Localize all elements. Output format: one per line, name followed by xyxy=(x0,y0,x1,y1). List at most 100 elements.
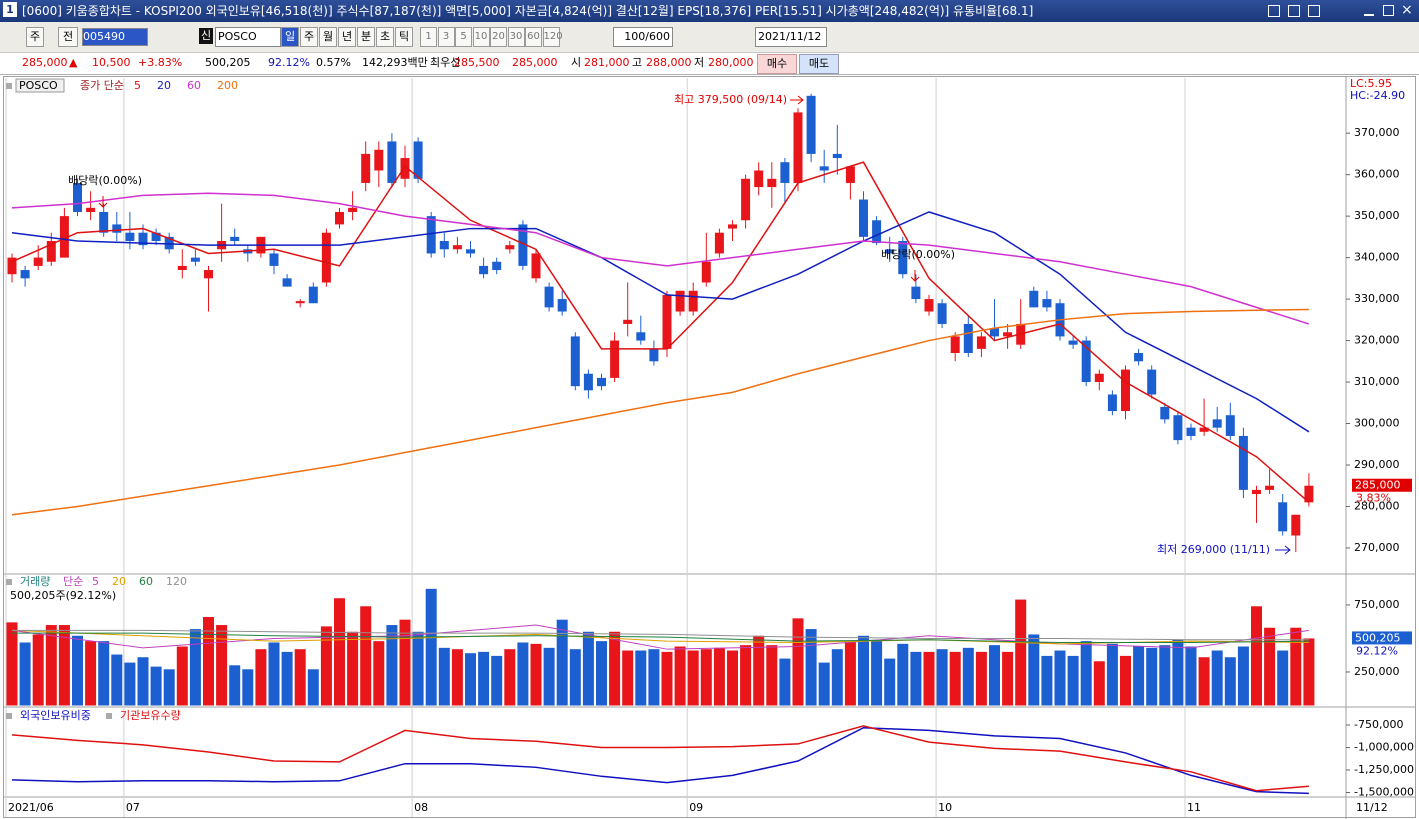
minimize[interactable] xyxy=(1364,14,1374,16)
candle-body xyxy=(754,170,764,188)
candle-body xyxy=(793,112,803,183)
x-tick-label: 08 xyxy=(414,801,428,814)
candle-body xyxy=(570,336,580,387)
volume-bar xyxy=(1172,639,1184,706)
chart: 2021/06 07 08 09 10 11 11/12 370,000 360,000 350,… xyxy=(3,76,1416,819)
y-tick-label: 270,000 xyxy=(1354,541,1400,554)
volume-bar xyxy=(989,645,1000,706)
candle-body xyxy=(976,336,986,349)
quote-change: 10,500 xyxy=(92,56,131,69)
icon[interactable] xyxy=(1268,5,1280,17)
quote-open-label: 시 xyxy=(571,56,582,69)
volume-bar xyxy=(1211,650,1223,706)
multiplier-button[interactable]: 10 xyxy=(472,27,490,47)
volume-bar xyxy=(163,669,175,706)
candle-body xyxy=(335,211,344,225)
volume-bar xyxy=(137,657,149,706)
candle-body xyxy=(767,178,777,188)
candle-body xyxy=(400,158,410,179)
volume-bar xyxy=(412,631,424,706)
candle-body xyxy=(1291,514,1301,536)
candle-body xyxy=(413,141,423,179)
multiplier-button[interactable]: 3 xyxy=(437,27,455,47)
ma-line xyxy=(12,629,1309,641)
quote-high-label: 고 xyxy=(632,56,643,69)
volume-bar xyxy=(1264,627,1276,706)
interval-button[interactable]: 초 xyxy=(376,27,394,47)
volume-bar xyxy=(451,649,463,706)
candle-body xyxy=(1029,290,1039,308)
volume-bar xyxy=(1133,646,1145,706)
quote-high: 288,000 xyxy=(646,56,692,69)
legend-entry: 5 xyxy=(134,79,141,92)
volume-bar xyxy=(805,629,817,706)
sell-button[interactable]: 매도 xyxy=(799,54,839,74)
candle-body xyxy=(426,216,436,254)
code-input[interactable]: 005490 xyxy=(82,28,148,46)
quote-open: 281,000 xyxy=(584,56,630,69)
close[interactable]: × xyxy=(1401,2,1413,18)
volume-bar xyxy=(1277,650,1289,706)
quote-bar: 285,000 ▲ 10,500 +3.83% 500,205 92.12% 0.57% 14… xyxy=(0,53,1419,75)
candle-body xyxy=(1134,352,1144,362)
volume-bar xyxy=(478,651,490,706)
candle-body xyxy=(1212,419,1222,428)
buy-button[interactable]: 매수 xyxy=(757,54,797,74)
candle-body xyxy=(845,166,855,183)
legend-entry: 20 xyxy=(157,79,171,92)
annotation: 최고 379,500 (09/14) xyxy=(674,93,787,106)
multiplier-button[interactable]: 20 xyxy=(490,27,507,47)
candle-body xyxy=(610,340,620,378)
candle-body xyxy=(230,236,240,242)
candle-body xyxy=(452,245,462,250)
maximize[interactable] xyxy=(1383,5,1394,16)
candle-body xyxy=(269,253,279,266)
candle-body xyxy=(112,224,122,233)
volume-bar xyxy=(1290,627,1302,706)
volume-bar xyxy=(897,643,909,706)
candle-body xyxy=(937,303,947,324)
icon[interactable] xyxy=(1308,5,1320,17)
candle-body xyxy=(950,336,960,353)
button[interactable]: 전 xyxy=(58,27,78,47)
volume-bar xyxy=(1002,651,1014,706)
candle-body xyxy=(990,328,999,337)
interval-button[interactable]: 분 xyxy=(357,27,375,47)
candle-body xyxy=(321,232,331,283)
button[interactable]: 주 xyxy=(26,27,44,47)
multiplier-button[interactable]: 30 xyxy=(507,27,525,47)
ma-line xyxy=(11,192,1310,325)
button[interactable]: 신 xyxy=(199,28,213,44)
interval-button[interactable]: 년 xyxy=(338,27,356,47)
count-input[interactable]: 100/600 xyxy=(613,27,673,47)
volume-bar xyxy=(648,649,660,706)
interval-button[interactable]: 일 xyxy=(281,27,299,47)
volume-bar xyxy=(111,654,123,706)
last-price-box xyxy=(1352,478,1412,492)
interval-button[interactable]: 틱 xyxy=(395,27,413,47)
quote-best-bid: 285,000 xyxy=(512,56,558,69)
volume-bar xyxy=(792,618,804,706)
date-input[interactable]: 2021/11/12 xyxy=(755,27,827,47)
y-tick-label: 310,000 xyxy=(1354,375,1400,388)
volume-bar xyxy=(438,647,450,706)
volume-bar xyxy=(530,643,542,706)
volume-info: 500,205주(92.12%) xyxy=(10,589,116,602)
icon[interactable] xyxy=(1288,5,1300,17)
volume-bar xyxy=(871,639,883,706)
candle-body xyxy=(872,220,882,244)
annotation-arrow xyxy=(1275,545,1291,555)
multiplier-button[interactable]: 1 xyxy=(420,27,437,47)
interval-button[interactable]: 주 xyxy=(300,27,318,47)
name-input[interactable]: POSCO xyxy=(215,27,281,47)
lc-label: LC:5.95 xyxy=(1350,77,1392,90)
y-tick-label: 370,000 xyxy=(1354,126,1400,139)
multiplier-button[interactable]: 60 xyxy=(525,27,542,47)
interval-button[interactable]: 월 xyxy=(319,27,337,47)
multiplier-button[interactable]: 5 xyxy=(455,27,472,47)
multiplier-button[interactable]: 120 xyxy=(542,27,563,47)
volume-bar xyxy=(6,622,18,706)
candle-body xyxy=(1068,340,1078,345)
quote-arrow: ▲ xyxy=(69,56,78,69)
legend-entry: 60 xyxy=(139,575,153,588)
